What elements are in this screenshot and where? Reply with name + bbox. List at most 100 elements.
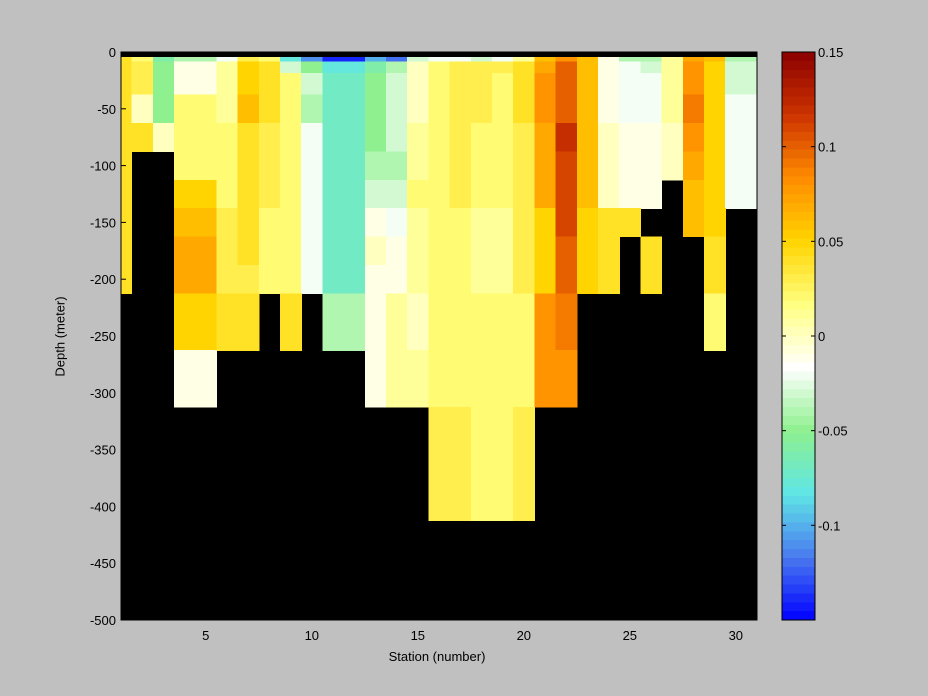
heatmap-cell [555,151,578,181]
colorbar-band [782,123,815,133]
x-axis-label: Station (number) [388,649,486,664]
heatmap-cell [386,73,408,96]
colorbar-band [782,389,815,399]
heatmap-cell [449,236,472,266]
heatmap-cell [640,151,663,181]
heatmap-cell [216,61,239,74]
heatmap-cell [322,236,345,266]
heatmap-cell [237,94,260,124]
heatmap-cell [301,73,323,96]
heatmap-cell [704,94,726,124]
colorbar-band [782,442,815,452]
colorbar-band [782,478,815,488]
heatmap-cell [237,236,260,266]
heatmap-cell [364,350,387,380]
heatmap-cell [131,61,154,74]
colorbar-band [782,433,815,444]
heatmap-cell [121,179,133,209]
heatmap-cell [513,435,535,465]
heatmap-cell [258,208,281,238]
heatmap-cell [449,463,472,493]
heatmap-cell [343,265,366,294]
heatmap-cell [534,208,557,238]
heatmap-cell [470,52,493,63]
heatmap-cell [152,52,175,63]
colorbar-band [782,220,815,231]
heatmap-cell [428,463,451,493]
heatmap-cell [555,94,578,124]
heatmap-cell [322,265,345,294]
heatmap-cell [513,407,535,436]
heatmap-cell [576,123,599,152]
heatmap-cell [470,61,493,74]
colorbar-band [782,451,815,461]
heatmap-cell [470,94,493,124]
heatmap-cell [152,61,175,74]
heatmap-cell [449,350,472,380]
heatmap-cell [428,293,451,323]
heatmap-cell [364,179,387,209]
heatmap-cell [364,52,387,63]
heatmap-cell [534,123,557,152]
heatmap-cell [364,321,387,351]
heatmap-cell [619,73,641,96]
heatmap-cell [619,61,641,74]
x-tick-label: 5 [202,628,209,643]
heatmap-cell [555,179,578,209]
heatmap-cell [492,265,514,294]
heatmap-cell [237,151,260,181]
heatmap-cell [174,151,196,181]
heatmap-cell [534,61,557,74]
heatmap-cell [449,52,472,63]
y-tick-label: -450 [90,556,116,571]
heatmap-cell [576,179,599,209]
heatmap-cell [428,52,451,63]
colorbar-band [782,140,815,151]
colorbar-band [782,495,815,506]
heatmap-cell [131,94,154,124]
colorbar-band [782,486,815,497]
y-tick-label: -350 [90,443,116,458]
heatmap-cell [174,61,196,74]
heatmap-cell [407,378,429,408]
colorbar-band [782,371,815,381]
heatmap-cell [576,94,599,124]
heatmap-cell [343,94,366,124]
heatmap-cell [121,61,133,74]
heatmap-cell [343,123,366,152]
heatmap-cell [470,265,493,294]
heatmap-cell [534,94,557,124]
heatmap-cell [492,407,514,436]
heatmap-cell [576,236,599,266]
heatmap-cell [704,52,726,63]
y-tick-label: -300 [90,386,116,401]
colorbar-tick-label: -0.05 [818,424,848,439]
colorbar-tick-label: 0.05 [818,234,843,249]
heatmap-cell [407,73,429,96]
heatmap-cell [174,378,196,408]
heatmap-cell [322,179,345,209]
heatmap-cell [428,208,451,238]
heatmap-cell [258,73,281,96]
heatmap-cell [407,94,429,124]
colorbar-band [782,336,815,346]
y-tick-label: -50 [97,102,116,117]
heatmap-cell [280,265,302,294]
heatmap-cell [470,321,493,351]
colorbar-band [782,549,815,559]
heatmap-cell [725,94,758,124]
heatmap-cell [428,265,451,294]
colorbar-band [782,407,815,417]
heatmap-cell [258,123,281,152]
heatmap-cell [725,123,758,152]
heatmap-cell [470,463,493,493]
heatmap-cell [534,73,557,96]
colorbar-band [782,424,815,435]
heatmap-cell [428,236,451,266]
heatmap-cell [492,350,514,380]
heatmap-cell [470,378,493,408]
colorbar-band [782,469,815,479]
heatmap-cell [704,265,726,294]
heatmap-cell [407,293,429,323]
heatmap-cell [280,208,302,238]
